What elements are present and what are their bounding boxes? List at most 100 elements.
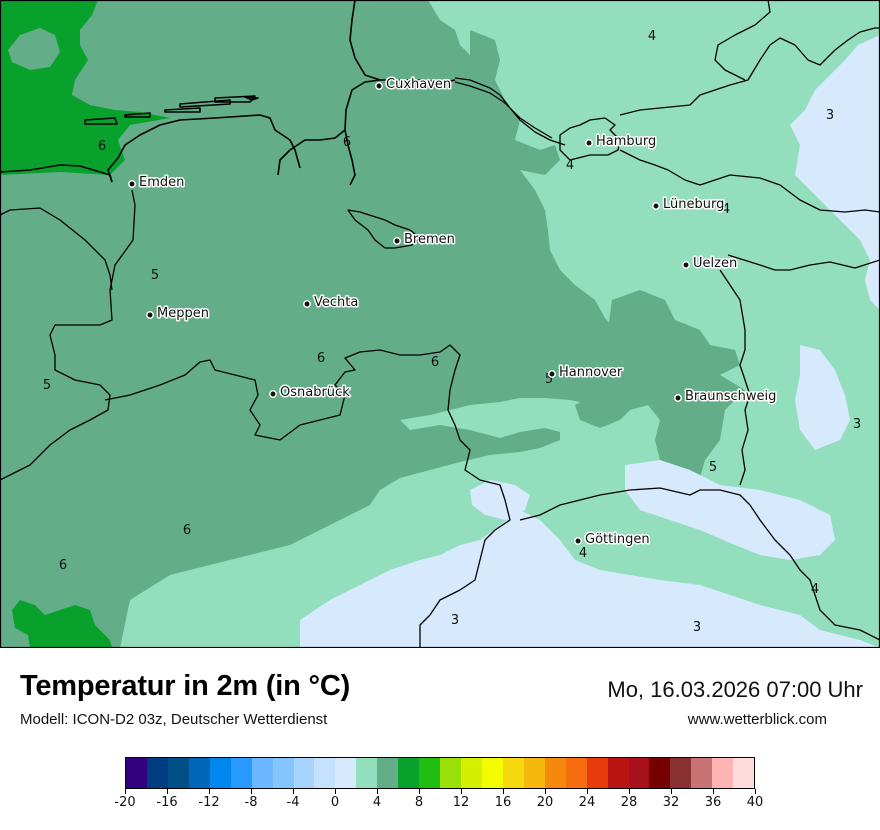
contour-label: 6	[59, 558, 67, 573]
contour-label: 4	[579, 546, 587, 561]
contour-label: 5	[43, 378, 51, 393]
colorbar-tick	[628, 789, 630, 794]
border-state-mecklenburg	[619, 0, 880, 116]
contour-label: 6	[183, 523, 191, 538]
city-dot-icon	[303, 300, 311, 308]
colorbar-tick-label: -16	[156, 795, 178, 810]
colorbar-tick-label: 24	[578, 795, 596, 810]
city-label: Osnabrück	[280, 385, 350, 400]
city-label: Bremen	[404, 232, 455, 247]
colorbar-segment	[628, 758, 650, 788]
temperature-map: 4 3 6 6 4 4 5 6 6 5 5 3 5 6 6 4 4 3 3 Cuxhaven Hamburg Emden…	[0, 0, 880, 648]
contour-label: 6	[343, 135, 351, 150]
colorbar-tick-label: 20	[536, 795, 554, 810]
contour-label: 4	[566, 158, 574, 173]
contour-label: 3	[853, 417, 861, 432]
colorbar-tick	[670, 789, 672, 794]
colorbar-tick	[418, 789, 420, 794]
colorbar-tick	[754, 789, 756, 794]
city-dot-icon	[128, 180, 136, 188]
colorbar-tick	[208, 789, 210, 794]
contour-label: 3	[826, 108, 834, 123]
colorbar-segment	[314, 758, 336, 788]
coastline-ems	[107, 114, 301, 183]
city-marker: Uelzen	[682, 255, 739, 273]
city-label: Hamburg	[596, 134, 656, 149]
colorbar-tick	[334, 789, 336, 794]
city-markers: Cuxhaven Hamburg Emden Lüneburg Bremen Uelzen…	[128, 76, 778, 549]
colorbar-tick	[292, 789, 294, 794]
colorbar	[125, 757, 755, 789]
city-label: Vechta	[314, 295, 358, 310]
temp-zone-4-6-pocket	[8, 28, 60, 70]
weser-coast	[277, 0, 456, 186]
temp-zone-6-8-southwest	[12, 600, 112, 648]
city-marker: Cuxhaven	[375, 76, 453, 94]
border-netherlands	[0, 189, 136, 481]
colorbar-tick	[376, 789, 378, 794]
colorbar-tick-label: -4	[286, 795, 300, 810]
colorbar-segment	[251, 758, 273, 788]
city-dot-icon	[652, 202, 660, 210]
islands	[84, 95, 259, 125]
colorbar-tick-label: 40	[746, 795, 764, 810]
colorbar-segment	[398, 758, 420, 788]
colorbar-segment	[272, 758, 294, 788]
border-state-brandenburg	[699, 174, 880, 213]
forecast-datetime: Mo, 16.03.2026 07:00 Uhr	[607, 677, 863, 702]
colorbar-tick	[712, 789, 714, 794]
city-label: Braunschweig	[685, 389, 776, 404]
city-marker: Bremen	[393, 231, 456, 249]
colorbar-segment	[461, 758, 482, 788]
contour-label: 6	[431, 355, 439, 370]
temp-zone-4-6-braunschweig	[575, 290, 745, 478]
colorbar-tick	[460, 789, 462, 794]
colorbar-segment	[377, 758, 399, 788]
border-state-nrw	[104, 344, 511, 648]
colorbar-segment	[481, 758, 503, 788]
city-label: Uelzen	[693, 256, 737, 271]
colorbar-segment	[230, 758, 252, 788]
colorbar-tick-label: -20	[114, 795, 136, 810]
website-link[interactable]: www.wetterblick.com	[687, 711, 827, 728]
temp-zone-0-2-solling	[470, 480, 530, 520]
colorbar-segment	[146, 758, 168, 788]
city-marker: Hamburg	[585, 133, 658, 151]
colorbar-segment	[167, 758, 189, 788]
border-state-emsland	[0, 207, 113, 291]
colorbar-tick-label: 28	[620, 795, 638, 810]
colorbar-tick-label: 36	[704, 795, 722, 810]
city-dot-icon	[375, 82, 383, 90]
colorbar-segment	[649, 758, 671, 788]
colorbar-segment	[670, 758, 692, 788]
city-marker: Meppen	[146, 305, 210, 323]
contour-labels: 4 3 6 6 4 4 5 6 6 5 5 3 5 6 6 4 4 3 3	[43, 29, 861, 635]
contour-label: 4	[722, 202, 730, 217]
temp-zone-0-2-east2	[795, 345, 850, 450]
border-bremen	[347, 209, 421, 249]
contour-label: 6	[317, 351, 325, 366]
colorbar-tick	[544, 789, 546, 794]
city-marker: Hannover	[548, 364, 624, 382]
colorbar-segment	[691, 758, 713, 788]
contour-label: 4	[648, 29, 656, 44]
colorbar-segment	[502, 758, 524, 788]
city-dot-icon	[269, 390, 277, 398]
colorbar-segment	[544, 758, 566, 788]
contour-label: 3	[693, 620, 701, 635]
colorbar-segment	[440, 758, 461, 788]
border-state-thuringia	[519, 487, 880, 641]
city-marker: Vechta	[303, 294, 360, 312]
colorbar-tick	[250, 789, 252, 794]
colorbar-segment	[293, 758, 315, 788]
colorbar-segment	[356, 758, 378, 788]
city-marker: Lüneburg	[652, 196, 726, 214]
colorbar-tick	[166, 789, 168, 794]
city-dot-icon	[146, 311, 154, 319]
contour-label: 5	[151, 268, 159, 283]
city-label: Cuxhaven	[386, 77, 451, 92]
colorbar-tick-label: 12	[452, 795, 470, 810]
colorbar-tick-label: -8	[244, 795, 258, 810]
border-state-saxony-anhalt	[719, 254, 880, 486]
border-hamburg	[559, 117, 701, 186]
